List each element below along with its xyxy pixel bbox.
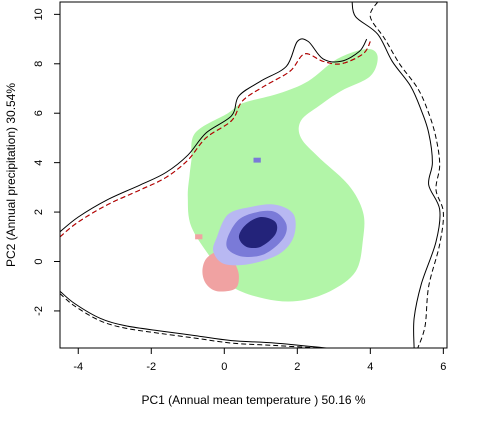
- y-tick-label: -2: [33, 306, 45, 316]
- blue-spot: [253, 157, 261, 163]
- x-tick-label: -4: [73, 361, 83, 373]
- outline-right-solid: [351, 2, 441, 348]
- y-tick-label: 8: [33, 61, 45, 67]
- x-tick-label: 6: [440, 361, 446, 373]
- outline-bottom-dashed: [60, 293, 320, 348]
- outline-contours: [60, 2, 444, 348]
- y-tick-label: 6: [33, 110, 45, 116]
- plot-frame: [59, 1, 448, 349]
- density-regions: [187, 48, 378, 302]
- x-tick-label: 4: [367, 361, 373, 373]
- y-tick-label: 10: [33, 8, 45, 20]
- blue-region-core: [238, 216, 278, 249]
- x-axis: -4 -2 0 2 4 6: [73, 348, 446, 373]
- y-axis: -2 0 2 4 6 8 10: [33, 8, 60, 316]
- outline-upper-left-solid: [60, 38, 368, 233]
- x-tick-label: -2: [146, 361, 156, 373]
- outline-right-dashed: [369, 2, 444, 348]
- y-tick-label: 2: [33, 209, 45, 215]
- x-axis-title: PC1 (Annual mean temperature ) 50.16 %: [141, 393, 365, 407]
- y-tick-label: 0: [33, 258, 45, 264]
- y-tick-label: 4: [33, 160, 45, 166]
- red-spot: [195, 234, 203, 240]
- x-tick-label: 0: [221, 361, 227, 373]
- y-axis-title: PC2 (Annual precipitation) 30.54%: [4, 83, 18, 267]
- outline-upper-left-red: [60, 41, 371, 238]
- outline-bottom-solid: [60, 290, 327, 348]
- x-tick-label: 2: [294, 361, 300, 373]
